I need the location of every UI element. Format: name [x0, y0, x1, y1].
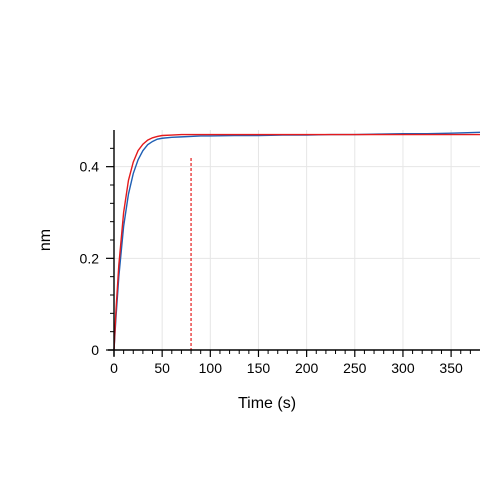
x-axis-title: Time (s) — [238, 395, 296, 412]
y-axis-title: nm — [37, 229, 54, 251]
y-tick-label: 0 — [91, 342, 99, 358]
x-tick-label: 100 — [199, 360, 223, 376]
y-tick-label: 0.2 — [80, 250, 100, 266]
grid — [114, 130, 480, 350]
series-group — [113, 131, 481, 351]
x-tick-label: 200 — [295, 360, 319, 376]
axes — [108, 130, 480, 356]
x-tick-label: 150 — [247, 360, 271, 376]
series-line-1 — [113, 131, 481, 351]
x-tick-label: 350 — [439, 360, 463, 376]
series-line-2 — [113, 133, 480, 351]
x-tick-label: 50 — [154, 360, 170, 376]
x-tick-label: 250 — [343, 360, 367, 376]
x-tick-label: 300 — [391, 360, 415, 376]
x-tick-label: 0 — [110, 360, 118, 376]
y-tick-label: 0.4 — [80, 159, 100, 175]
ticks: 0 50 100 150 200 250 300 350 0 0.2 0.4 — [80, 147, 471, 376]
